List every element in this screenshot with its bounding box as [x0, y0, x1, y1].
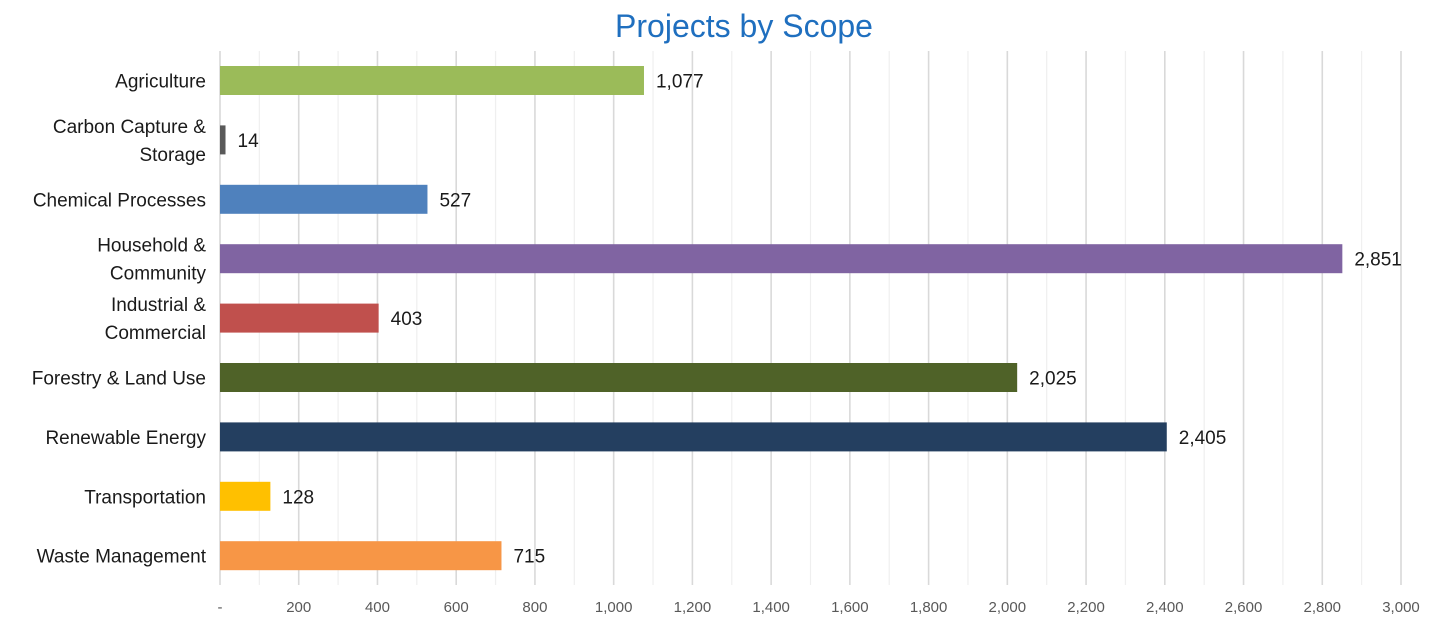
x-tick-label: 2,600	[1225, 599, 1263, 616]
x-tick-label: 2,200	[1067, 599, 1105, 616]
x-tick-label: 2,000	[989, 599, 1027, 616]
bar	[220, 125, 226, 155]
bar	[220, 66, 644, 95]
data-label: 14	[238, 131, 260, 152]
data-label: 715	[513, 547, 545, 568]
bar	[220, 363, 1018, 392]
category-label: Carbon Capture & Storage	[53, 117, 206, 166]
grid-lines	[219, 51, 1402, 585]
x-tick-label: -	[218, 599, 223, 616]
category-label: Agriculture	[115, 72, 206, 93]
bar	[220, 303, 379, 333]
x-tick-label: 200	[286, 599, 311, 616]
data-label: 2,405	[1179, 428, 1227, 449]
bar	[220, 422, 1167, 452]
bar	[220, 541, 502, 571]
x-tick-label: 2,800	[1303, 599, 1341, 616]
data-label: 2,851	[1354, 250, 1402, 271]
x-tick-label: 600	[444, 599, 469, 616]
data-label: 2,025	[1029, 369, 1077, 390]
data-label: 1,077	[656, 72, 704, 93]
x-axis-ticks: - 200 400 600 800 1,000 1,200 1,400 1,600 1,800 2,…	[218, 599, 1420, 616]
category-label: Household & Community	[97, 236, 206, 285]
x-tick-label: 1,400	[752, 599, 790, 616]
x-tick-label: 800	[522, 599, 547, 616]
x-tick-label: 1,200	[674, 599, 712, 616]
category-label: Industrial & Commercial	[105, 295, 207, 344]
category-label: Waste Management	[37, 547, 207, 568]
bar	[220, 184, 428, 214]
category-label: Renewable Energy	[45, 428, 206, 449]
x-tick-label: 1,000	[595, 599, 633, 616]
data-label: 128	[282, 487, 314, 508]
x-tick-label: 1,800	[910, 599, 948, 616]
data-label: 403	[391, 309, 423, 330]
bars	[220, 66, 1343, 571]
x-tick-label: 2,400	[1146, 599, 1184, 616]
data-label: 527	[439, 190, 471, 211]
category-labels: Agriculture Carbon Capture & Storage Chemic…	[32, 72, 207, 568]
bar	[220, 244, 1343, 274]
category-label: Forestry & Land Use	[32, 369, 206, 390]
category-label: Transportation	[84, 487, 206, 508]
bar	[220, 481, 271, 511]
x-tick-label: 3,000	[1382, 599, 1420, 616]
chart-title: Projects by Scope	[615, 8, 873, 44]
value-labels: 1,077 14 527 2,851 403 2,025 2,405 128 715	[238, 72, 1402, 568]
x-tick-label: 400	[365, 599, 390, 616]
category-label: Chemical Processes	[33, 190, 206, 211]
x-tick-label: 1,600	[831, 599, 869, 616]
